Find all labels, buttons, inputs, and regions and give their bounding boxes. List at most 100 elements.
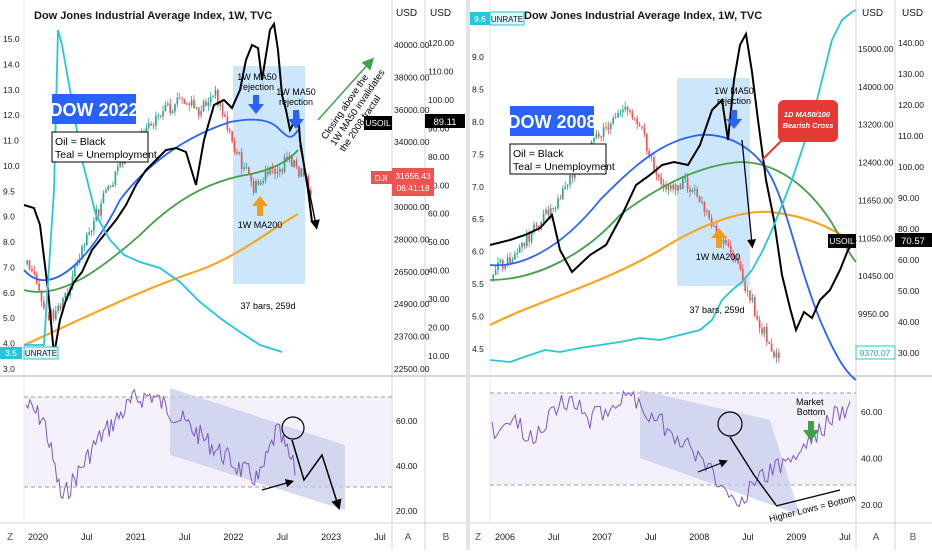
ma200-line-right — [489, 210, 857, 326]
candle-body — [243, 167, 245, 169]
candle-body — [739, 263, 742, 270]
axis-tick-label: 50.00 — [428, 237, 450, 247]
candle-body — [181, 98, 183, 100]
candle-body — [202, 101, 205, 112]
candle-body — [152, 125, 155, 127]
candle-body — [281, 169, 284, 172]
candle-body — [686, 177, 689, 190]
dji-name-tag — [371, 171, 392, 184]
usd-label-oil-right: USD — [902, 8, 923, 19]
candle-body — [278, 169, 281, 172]
candle-body — [26, 260, 29, 264]
axis-tick-label: 120.00 — [428, 38, 454, 48]
axis-tick-label: 40.00 — [428, 266, 450, 276]
candle-body — [145, 127, 148, 133]
unrate-value-left: 3.5 — [5, 348, 17, 358]
rejection-arrow-right — [726, 110, 742, 129]
candle-body — [178, 97, 181, 99]
candle-body — [102, 192, 105, 204]
time-axis-label: 2022 — [223, 532, 243, 542]
candle-body — [193, 100, 195, 109]
candle-body — [83, 245, 86, 247]
axis-tick-label: 9950.00 — [858, 309, 889, 319]
footer-a-left[interactable]: A — [405, 532, 412, 543]
rejection-arrow-2 — [288, 110, 304, 129]
rejection-arrow-1 — [248, 95, 264, 114]
candle-body — [545, 209, 547, 214]
candle-body — [250, 174, 253, 182]
axis-tick-label: 36000.00 — [394, 105, 430, 115]
axis-tick-label: 10.0 — [3, 161, 20, 171]
candle-body — [71, 276, 74, 289]
candle-body — [655, 169, 658, 175]
axis-tick-label: 60.00 — [898, 255, 920, 265]
candle-body — [722, 239, 725, 244]
footer-z-right[interactable]: Z — [475, 532, 481, 543]
right-chart-panel: DOW 2008 Oil = Black Teal = Unemployment… — [470, 0, 932, 550]
candle-body — [262, 180, 264, 183]
axis-tick-label: 7.5 — [472, 149, 484, 159]
ma200-arrow-right — [711, 228, 727, 248]
footer-b-right[interactable]: B — [910, 532, 917, 543]
usoil-name-tag-right — [828, 234, 856, 248]
candle-body — [631, 112, 634, 118]
dow-2008-badge — [510, 106, 594, 136]
axis-tick-label: 6.0 — [472, 247, 484, 257]
candle-body — [85, 234, 88, 246]
footer-a-right[interactable]: A — [873, 532, 880, 543]
axis-tick-label: 10.00 — [428, 351, 450, 361]
ma100-line-right — [489, 161, 857, 281]
candle-body — [607, 127, 610, 130]
axis-tick-label: 20.00 — [861, 500, 883, 510]
candle-body — [114, 171, 117, 185]
candle-body — [228, 129, 231, 132]
axis-tick-label: 23700.00 — [394, 332, 430, 342]
dji-value-tag — [392, 168, 434, 196]
candle-body — [295, 160, 298, 167]
candle-body — [777, 352, 780, 359]
candle-body — [231, 131, 233, 142]
candle-body — [681, 178, 684, 189]
candle-body — [107, 185, 110, 190]
candle-body — [307, 176, 310, 190]
candle-body — [300, 168, 303, 177]
ma200-arrow-left — [252, 196, 268, 216]
time-axis-label: 2023 — [321, 532, 341, 542]
footer-z-left[interactable]: Z — [7, 532, 13, 543]
candle-body — [245, 167, 248, 169]
axis-tick-label: 8.0 — [472, 117, 484, 127]
rejection-label-1: 1W MA50 rejection — [237, 72, 277, 92]
candle-body — [276, 171, 279, 174]
candle-body — [166, 103, 169, 105]
axis-tick-label: 9.0 — [472, 52, 484, 62]
candle-body — [236, 152, 238, 154]
candle-body — [207, 102, 210, 106]
rsi-axis-left: 60.00 40.00 20.00 — [396, 416, 418, 516]
axis-tick-label: 9.5 — [3, 186, 15, 196]
axis-tick-label: 3.0 — [3, 364, 15, 374]
candle-body — [188, 103, 191, 106]
candle-body — [264, 171, 267, 181]
candle-body — [600, 136, 603, 138]
candle-body — [564, 186, 567, 189]
candle-body — [267, 171, 269, 175]
candle-body — [756, 315, 759, 320]
time-axis-label: Jul — [548, 532, 560, 542]
axis-tick-label: 15.0 — [3, 34, 20, 44]
candle-body — [283, 157, 286, 172]
candle-body — [533, 224, 535, 232]
candle-body — [691, 189, 694, 192]
candle-body — [109, 185, 112, 187]
axis-tick-label: 20.00 — [396, 506, 418, 516]
time-axis-label: Jul — [645, 532, 657, 542]
footer-b-left[interactable]: B — [443, 532, 450, 543]
candle-body — [59, 305, 62, 309]
candle-body — [257, 181, 260, 185]
time-axis-label: 2021 — [126, 532, 146, 542]
candle-body — [617, 113, 619, 118]
candle-body — [547, 209, 550, 216]
rsi-line-right — [491, 390, 851, 508]
candle-body — [621, 109, 624, 113]
